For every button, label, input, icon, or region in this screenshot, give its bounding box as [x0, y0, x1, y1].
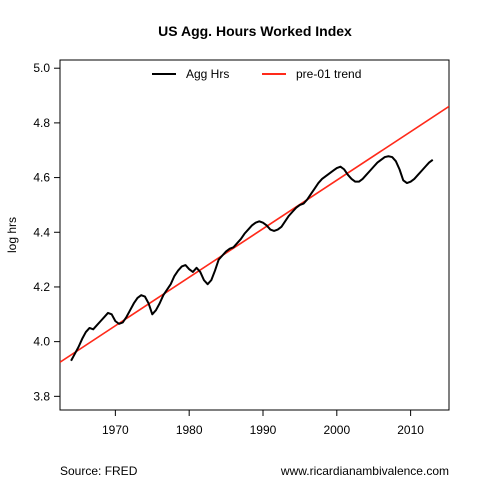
legend: Agg Hrs pre-01 trend — [152, 67, 361, 81]
series-line-agg-hrs — [70, 155, 434, 362]
y-tick-label: 4.6 — [33, 171, 50, 185]
plot-frame — [59, 59, 450, 411]
plot-area: 1970 1980 1990 2000 2010 3.8 4.0 4.2 4.4 4.6 4.8 5… — [33, 59, 450, 437]
x-tick-label: 1980 — [176, 423, 203, 437]
legend-item-agg-hrs: Agg Hrs — [152, 67, 229, 81]
legend-label: Agg Hrs — [186, 67, 229, 81]
y-tick-label: 4.2 — [33, 280, 50, 294]
legend-item-pre-01-trend: pre-01 trend — [262, 67, 361, 81]
y-tick-label: 3.8 — [33, 389, 50, 403]
y-axis-label: log hrs — [5, 217, 19, 253]
x-tick-label: 1990 — [250, 423, 277, 437]
legend-label: pre-01 trend — [296, 67, 361, 81]
series-layer — [60, 105, 449, 363]
y-tick-label: 5.0 — [33, 61, 50, 75]
x-axis: 1970 1980 1990 2000 2010 — [102, 410, 424, 437]
x-tick-label: 2000 — [323, 423, 350, 437]
x-tick-label: 1970 — [102, 423, 129, 437]
x-tick-label: 2010 — [397, 423, 424, 437]
website-caption: www.ricardianambivalence.com — [280, 464, 449, 478]
y-tick-label: 4.4 — [33, 225, 50, 239]
source-caption: Source: FRED — [60, 464, 138, 478]
y-tick-label: 4.0 — [33, 335, 50, 349]
chart-title: US Agg. Hours Worked Index — [158, 23, 352, 39]
y-axis: 3.8 4.0 4.2 4.4 4.6 4.8 5.0 — [33, 61, 60, 403]
y-tick-label: 4.8 — [33, 116, 50, 130]
